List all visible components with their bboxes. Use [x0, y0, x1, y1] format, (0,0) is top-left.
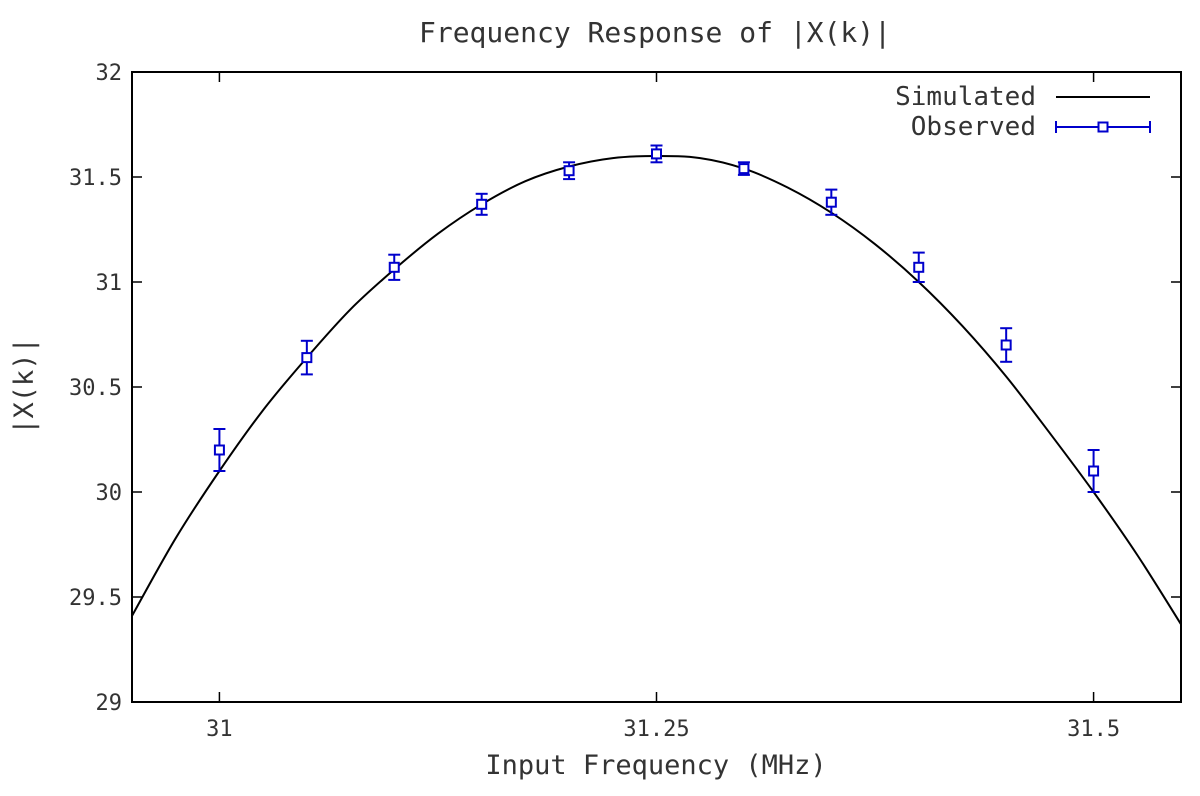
- observed-point: [825, 188, 838, 216]
- y-tick-label: 29: [96, 691, 123, 716]
- legend-marker-observed: [1097, 121, 1109, 133]
- observed-marker: [1000, 339, 1012, 351]
- observed-point: [388, 253, 401, 281]
- observed-point: [475, 192, 488, 216]
- x-tick-label: 31.25: [623, 717, 689, 742]
- observed-point: [1087, 449, 1100, 493]
- legend-label-observed: Observed: [911, 112, 1036, 142]
- y-tick-label: 30: [96, 481, 123, 506]
- observed-marker: [388, 261, 400, 273]
- y-tick-label: 29.5: [69, 586, 122, 611]
- observed-point: [213, 428, 226, 472]
- observed-point: [650, 144, 663, 164]
- observed-marker: [738, 163, 750, 175]
- observed-marker: [1088, 465, 1100, 477]
- observed-point: [737, 161, 750, 176]
- y-axis-label: |X(k)|: [9, 337, 40, 435]
- x-axis-label: Input Frequency (MHz): [485, 750, 826, 781]
- observed-marker: [301, 352, 313, 364]
- legend-label-simulated: Simulated: [895, 82, 1036, 112]
- ticks-layer: 31 31.25 31.5 29 29.5 30 30.5 31 31.5 32: [69, 61, 1181, 742]
- y-tick-label: 30.5: [69, 376, 122, 401]
- chart-title: Frequency Response of |X(k)|: [419, 16, 891, 49]
- y-tick-label: 32: [96, 61, 123, 86]
- observed-point: [563, 161, 576, 181]
- observed-marker: [213, 444, 225, 456]
- observed-marker: [563, 165, 575, 177]
- y-tick-label: 31.5: [69, 166, 122, 191]
- observed-point: [1000, 327, 1013, 363]
- observed-marker: [825, 196, 837, 208]
- series-layer: [131, 144, 1182, 625]
- observed-marker: [651, 148, 662, 160]
- y-tick-label: 31: [96, 271, 123, 296]
- x-tick-label: 31: [206, 717, 233, 742]
- observed-marker: [476, 198, 488, 210]
- x-tick-label: 31.5: [1067, 717, 1120, 742]
- observed-point: [912, 251, 925, 283]
- observed-marker: [913, 261, 925, 273]
- observed-point: [300, 339, 313, 376]
